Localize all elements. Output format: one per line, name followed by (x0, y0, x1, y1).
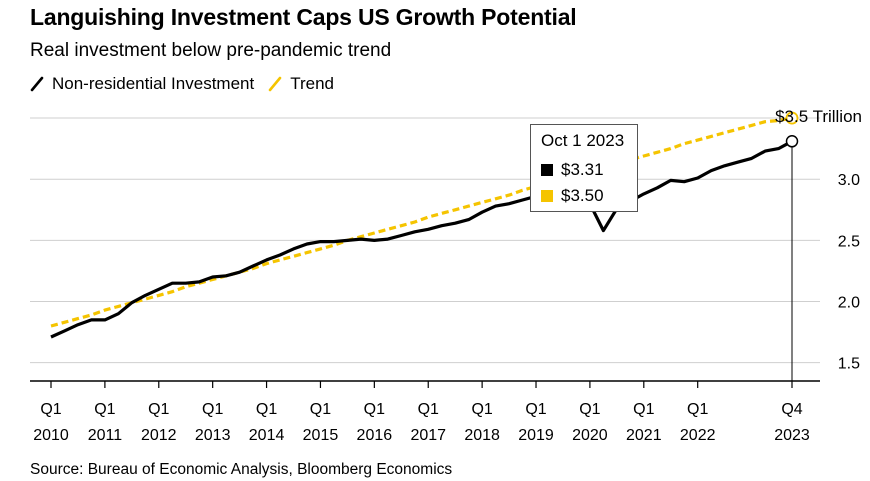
x-tick-label-year: 2022 (680, 427, 716, 444)
x-tick-label-year: 2017 (410, 427, 446, 444)
hover-tooltip: Oct 1 2023 $3.31 $3.50 (530, 124, 638, 212)
x-tick-label-quarter: Q1 (471, 401, 492, 418)
chart-legend: Non-residential Investment Trend (30, 74, 348, 94)
y-tick-label: 1.5 (838, 356, 860, 373)
x-tick-label-quarter: Q1 (202, 401, 223, 418)
legend-item-investment: Non-residential Investment (30, 74, 254, 94)
x-tick-label-quarter: Q1 (687, 401, 708, 418)
x-tick-label-year: 2015 (303, 427, 339, 444)
x-tick-label-year: 2021 (626, 427, 662, 444)
x-tick-label-year: 2018 (464, 427, 500, 444)
legend-item-trend: Trend (268, 74, 334, 94)
y-tick-label: 3.0 (838, 172, 860, 189)
x-tick-label-quarter: Q1 (310, 401, 331, 418)
chart-title: Languishing Investment Caps US Growth Po… (30, 4, 577, 30)
tooltip-value-investment: $3.31 (561, 160, 604, 179)
x-tick-label-year: 2012 (141, 427, 177, 444)
tooltip-row-investment: $3.31 (541, 157, 627, 183)
chart-subtitle: Real investment below pre-pandemic trend (30, 40, 392, 61)
y-tick-label: 2.5 (838, 233, 860, 250)
legend-label-investment: Non-residential Investment (52, 74, 255, 93)
x-tick-label-quarter: Q1 (633, 401, 654, 418)
source-note: Source: Bureau of Economic Analysis, Blo… (30, 461, 453, 478)
x-tick-label-year: 2014 (249, 427, 285, 444)
x-tick-label-quarter: Q1 (256, 401, 277, 418)
legend-label-trend: Trend (290, 74, 334, 93)
x-tick-label-quarter: Q1 (579, 401, 600, 418)
x-tick-label-quarter: Q1 (418, 401, 439, 418)
x-tick-label-quarter: Q4 (781, 401, 802, 418)
yellow-square-icon (541, 190, 553, 202)
x-tick-label-quarter: Q1 (94, 401, 115, 418)
trend-line (50, 116, 793, 328)
x-tick-label-year: 2020 (572, 427, 608, 444)
black-square-icon (541, 164, 553, 176)
x-tick-label-quarter: Q1 (148, 401, 169, 418)
x-tick-label-quarter: Q1 (40, 401, 61, 418)
x-tick-label-year: 2019 (518, 427, 554, 444)
tooltip-row-trend: $3.50 (541, 183, 627, 209)
x-tick-label-quarter: Q1 (364, 401, 385, 418)
y-tick-label: 2.0 (838, 295, 860, 312)
slash-line-black-icon (30, 76, 44, 92)
x-tick-label-year: 2011 (88, 427, 123, 444)
slash-line-yellow-icon (268, 76, 282, 92)
tooltip-date: Oct 1 2023 (541, 131, 625, 150)
x-tick-label-year: 2016 (357, 427, 393, 444)
x-tick-label-year: 2013 (195, 427, 231, 444)
investment-line (50, 139, 793, 339)
investment-end-marker (785, 135, 799, 148)
tooltip-value-trend: $3.50 (561, 186, 604, 205)
x-tick-label-year: 2023 (774, 427, 810, 444)
x-tick-label-quarter: Q1 (525, 401, 546, 418)
end-annotation: $3.5 Trillion (775, 107, 862, 126)
x-tick-label-year: 2010 (33, 427, 69, 444)
trend-end-marker (785, 111, 799, 125)
